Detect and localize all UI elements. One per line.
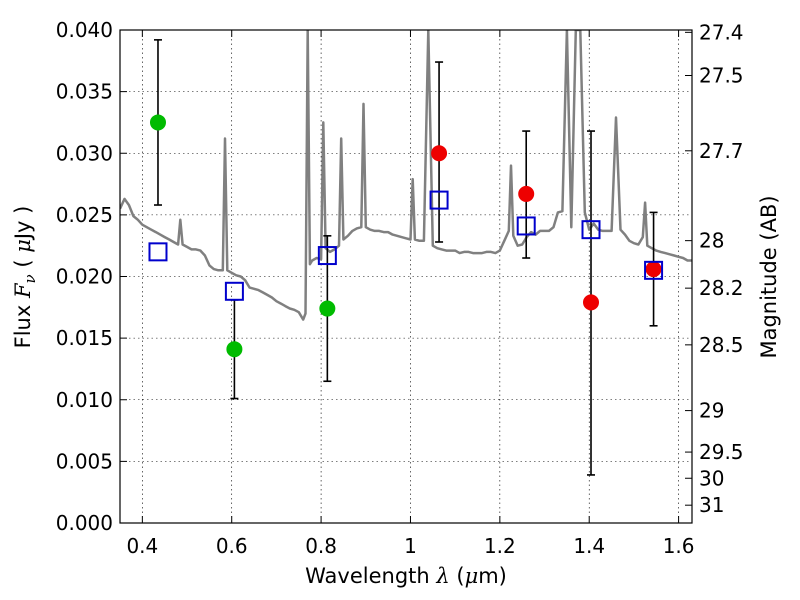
y-tick-label: 0.015	[56, 326, 113, 350]
photometry-point	[149, 114, 166, 131]
photometry-point	[226, 341, 243, 358]
y2-axis-label: Magnitude (AB)	[757, 195, 781, 358]
photometry-point	[645, 261, 662, 278]
photometry-point	[431, 145, 448, 162]
x-tick-label: 1	[404, 534, 417, 558]
y2-tick-label: 27.7	[699, 139, 744, 163]
x-label-unit-rest: m)	[478, 564, 507, 588]
x-tick-label: 0.6	[216, 534, 248, 558]
ticks: 0.4 0.6 0.8 1 1.2 1.4 1.6 0.000 0.005 0.010 0.015 0…	[56, 18, 744, 558]
y-tick-label: 0.025	[56, 203, 113, 227]
y-label-symbol: F	[11, 282, 35, 299]
y-tick-label: 0.030	[56, 141, 113, 165]
y2-tick-label: 28	[699, 229, 724, 253]
x-tick-label: 1.6	[663, 534, 695, 558]
model-flux-square	[148, 242, 168, 262]
x-axis-label: Wavelength λ (μm)	[305, 564, 507, 588]
y2-tick-label: 30	[699, 466, 724, 490]
model-flux-square	[429, 190, 449, 210]
x-tick-label: 1.2	[484, 534, 516, 558]
y2-tick-label: 29.5	[699, 440, 744, 464]
y-axis-label: Flux Fν ( μJy )	[11, 206, 39, 349]
x-tick-label: 0.4	[126, 534, 158, 558]
x-tick-label: 0.8	[305, 534, 337, 558]
y2-tick-label: 28.2	[699, 276, 744, 300]
x-tick-label: 1.4	[573, 534, 605, 558]
y2-tick-label: 27.5	[699, 64, 744, 88]
y2-tick-label: 28.5	[699, 333, 744, 357]
series-layer	[120, 30, 692, 321]
y2-tick-label: 31	[699, 493, 724, 517]
x-label-unit-open: (	[450, 564, 465, 588]
y-label-subscript: ν	[21, 274, 39, 283]
x-label-mu: μ	[465, 564, 479, 588]
marker-layer	[148, 39, 664, 476]
y-label-mu: μ	[11, 239, 35, 253]
x-label-prefix: Wavelength	[305, 564, 436, 588]
y-tick-label: 0.000	[56, 511, 113, 535]
y2-tick-label: 29	[699, 399, 724, 423]
model-flux-square	[581, 220, 601, 240]
photometry-point	[518, 185, 535, 202]
model-flux-square	[317, 246, 337, 266]
y-tick-label: 0.040	[56, 18, 113, 42]
y-tick-label: 0.005	[56, 449, 113, 473]
model-flux-square	[644, 260, 664, 280]
photometry-point	[583, 294, 600, 311]
y2-tick-label: 27.4	[699, 20, 744, 44]
y-tick-label: 0.010	[56, 388, 113, 412]
y-tick-label: 0.035	[56, 80, 113, 104]
y-label-unit-open: (	[11, 253, 35, 275]
photometry-point	[319, 300, 336, 317]
y-label-unit-rest: Jy )	[11, 206, 35, 242]
x-label-symbol: λ	[435, 564, 449, 588]
model-spectrum-line	[120, 30, 692, 321]
y-tick-label: 0.020	[56, 265, 113, 289]
y-label-prefix: Flux	[11, 298, 35, 348]
model-flux-square	[224, 281, 244, 301]
model-flux-square	[516, 216, 536, 236]
grid	[120, 29, 692, 524]
